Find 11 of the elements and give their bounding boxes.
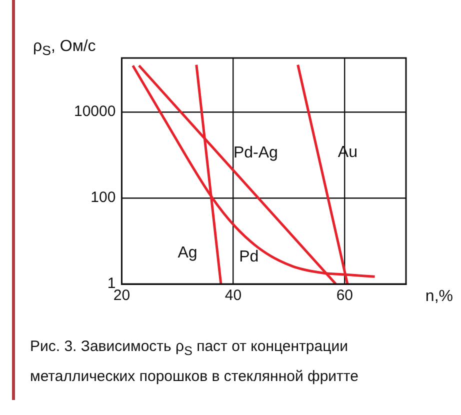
series-label: Ag xyxy=(178,244,198,262)
series-label: Pd-Ag xyxy=(233,144,278,162)
x-tick-label: 40 xyxy=(224,287,242,304)
y-tick-label: 100 xyxy=(90,189,116,206)
x-tick-label: 20 xyxy=(113,287,130,304)
y-tick-label: 10000 xyxy=(74,103,116,120)
x-axis-title: n,% xyxy=(425,288,453,306)
x-tick-label: 60 xyxy=(336,287,354,304)
text: Рис. 3. Зависимость ρ$_{S}$ паст от концентрации металлических порошков в стеклянной фритте xyxy=(30,337,360,387)
series-label: Pd xyxy=(239,248,259,266)
y-axis-title: ρ$_{S}$, Ом/с xyxy=(33,38,96,58)
